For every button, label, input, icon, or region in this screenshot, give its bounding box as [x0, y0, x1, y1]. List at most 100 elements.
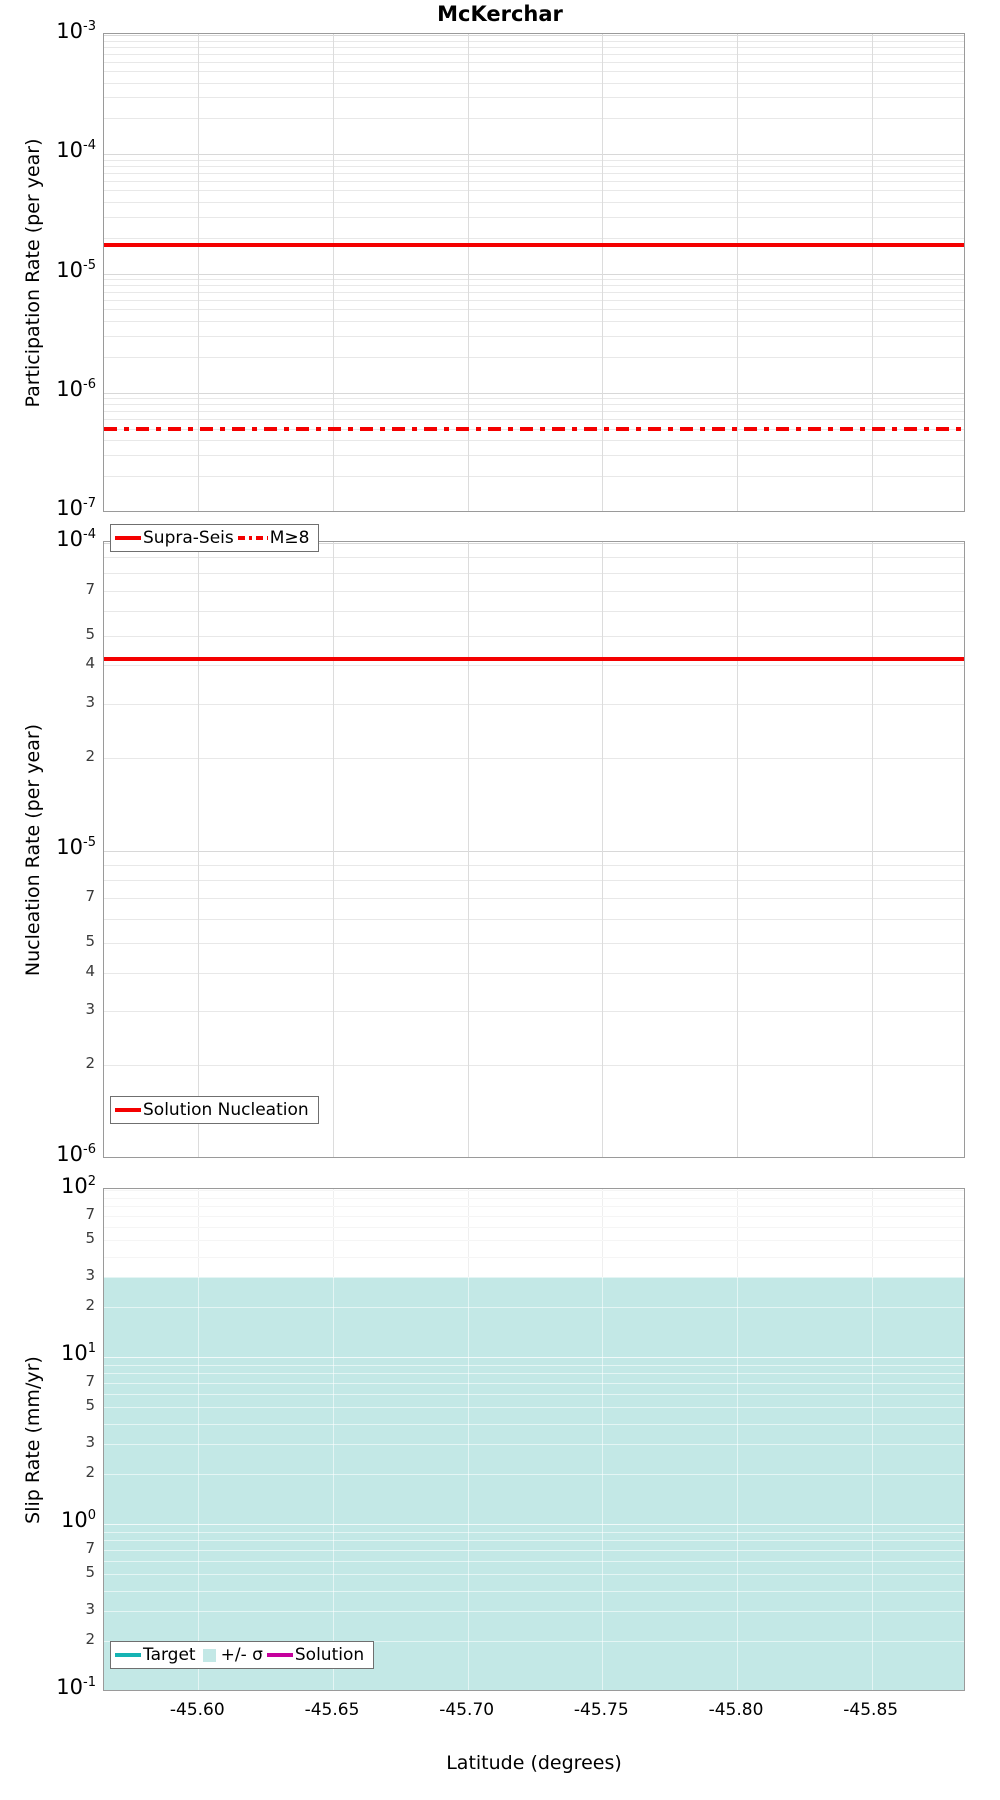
- gridline-horizontal: [104, 1640, 964, 1642]
- gridline-vertical: [467, 34, 469, 511]
- y-axis-minor-tick-label: 7: [85, 887, 95, 906]
- gridline-vertical: [737, 542, 738, 1157]
- dashdot-line-swatch-icon: [237, 536, 268, 540]
- gridline-horizontal: [104, 292, 964, 293]
- gridline-horizontal: [104, 321, 964, 322]
- gridline-vertical: [333, 1189, 334, 1690]
- legend-panel-2[interactable]: Solution Nucleation: [110, 1096, 319, 1124]
- gridline-horizontal: [104, 35, 964, 36]
- area-swatch-icon: [202, 1648, 216, 1662]
- x-axis-label: Latitude (degrees): [446, 1752, 622, 1774]
- y-axis-minor-tick-label: 5: [85, 1229, 95, 1248]
- gridline-horizontal: [104, 1357, 964, 1358]
- gridline-vertical: [737, 34, 738, 511]
- gridline-horizontal: [104, 172, 964, 174]
- page-title: McKerchar: [437, 2, 563, 26]
- legend-panel-3[interactable]: Target +/- σ Solution: [110, 1641, 375, 1669]
- gridline-horizontal: [104, 1190, 964, 1191]
- gridline-vertical: [602, 542, 604, 1157]
- legend-label: Target: [143, 1645, 196, 1665]
- gridline-horizontal: [104, 419, 964, 421]
- gridline-horizontal: [104, 898, 964, 900]
- gridline-horizontal: [104, 1444, 964, 1446]
- y-axis-tick-label: 10-6: [56, 376, 96, 401]
- gridline-horizontal: [104, 40, 964, 42]
- gridline-horizontal: [104, 1574, 964, 1576]
- gridline-horizontal: [104, 1540, 964, 1542]
- legend-label: Solution: [294, 1645, 365, 1665]
- y-axis-minor-tick-label: 3: [85, 1000, 95, 1019]
- gridline-horizontal: [104, 665, 964, 667]
- x-axis-tick-label: -45.70: [439, 1700, 495, 1720]
- gridline-horizontal: [104, 190, 964, 192]
- gridline-horizontal: [104, 1590, 964, 1592]
- y-axis-minor-tick-label: 5: [85, 624, 95, 643]
- gridline-horizontal: [104, 1394, 964, 1395]
- gridline-horizontal: [104, 70, 964, 72]
- gridline-horizontal: [104, 1531, 964, 1533]
- gridline-vertical: [871, 1189, 873, 1690]
- gridline-horizontal: [104, 1364, 964, 1366]
- gridline-vertical: [737, 1189, 738, 1690]
- y-axis-tick-label: 102: [60, 1174, 96, 1198]
- gridline-vertical: [467, 542, 469, 1157]
- y-axis-minor-tick-label: 7: [85, 1204, 95, 1223]
- line-swatch-icon: [266, 1653, 293, 1657]
- gridline-horizontal: [104, 850, 964, 852]
- line-swatch-icon: [115, 1653, 141, 1657]
- gridline-horizontal: [104, 300, 964, 301]
- y-axis-minor-tick-label: 5: [85, 1563, 95, 1582]
- y-axis-tick-label: 10-6: [56, 1142, 96, 1166]
- chart-panel-slip-rate: [103, 1188, 965, 1691]
- gridline-horizontal: [104, 635, 964, 637]
- x-axis-tick-label: -45.75: [573, 1700, 629, 1720]
- gridline-horizontal: [104, 1215, 964, 1217]
- legend-label: Solution Nucleation: [143, 1100, 309, 1120]
- gridline-horizontal: [104, 557, 964, 559]
- gridline-horizontal: [104, 309, 964, 311]
- gridline-horizontal: [104, 703, 964, 705]
- chart-panel-participation-rate: [103, 33, 965, 512]
- y-axis-minor-tick-label: 2: [85, 1054, 95, 1073]
- gridline-vertical: [198, 1189, 200, 1690]
- gridline-horizontal: [104, 1611, 964, 1613]
- y-axis-minor-tick-label: 7: [85, 579, 95, 598]
- gridline-horizontal: [104, 237, 964, 239]
- y-axis-minor-tick-label: 5: [85, 1396, 95, 1415]
- y-axis-tick-label: 10-3: [56, 19, 96, 43]
- y-axis-minor-tick-label: 3: [85, 692, 95, 711]
- legend-label: M≥8: [269, 528, 310, 548]
- gridline-horizontal: [104, 1206, 964, 1208]
- gridline-horizontal: [104, 1561, 964, 1562]
- gridline-horizontal: [104, 404, 964, 406]
- gridline-horizontal: [104, 455, 964, 457]
- gridline-horizontal: [104, 880, 964, 882]
- gridline-horizontal: [104, 1065, 964, 1067]
- line-swatch-icon: [115, 1108, 141, 1112]
- series-sigma-band: [104, 1277, 964, 1690]
- gridline-horizontal: [104, 1373, 964, 1375]
- y-axis-minor-tick-label: 4: [85, 961, 95, 980]
- legend-panel-1[interactable]: Supra-Seis M≥8: [110, 524, 320, 552]
- gridline-horizontal: [104, 918, 964, 920]
- gridline-horizontal: [104, 543, 964, 544]
- y-axis-minor-tick-label: 2: [85, 1462, 95, 1481]
- x-axis-tick-label: -45.60: [169, 1700, 225, 1720]
- gridline-horizontal: [104, 356, 964, 358]
- gridline-horizontal: [104, 398, 964, 400]
- y-axis-tick-label: 10-1: [56, 1675, 96, 1699]
- gridline-vertical: [198, 542, 200, 1157]
- legend-entry-solution-nucleation: Solution Nucleation: [115, 1100, 313, 1120]
- plot-grid-panel-2: [104, 542, 964, 1157]
- gridline-horizontal: [104, 611, 964, 613]
- gridline-horizontal: [104, 216, 964, 218]
- gridline-vertical: [467, 1189, 469, 1690]
- gridline-horizontal: [104, 757, 964, 759]
- gridline-horizontal: [104, 1524, 964, 1525]
- gridline-horizontal: [104, 159, 964, 161]
- legend-label: Supra-Seis: [143, 528, 234, 548]
- gridline-horizontal: [104, 1240, 964, 1242]
- gridline-horizontal: [104, 1277, 964, 1279]
- gridline-horizontal: [104, 53, 964, 55]
- legend-entry-target: Target: [115, 1645, 200, 1665]
